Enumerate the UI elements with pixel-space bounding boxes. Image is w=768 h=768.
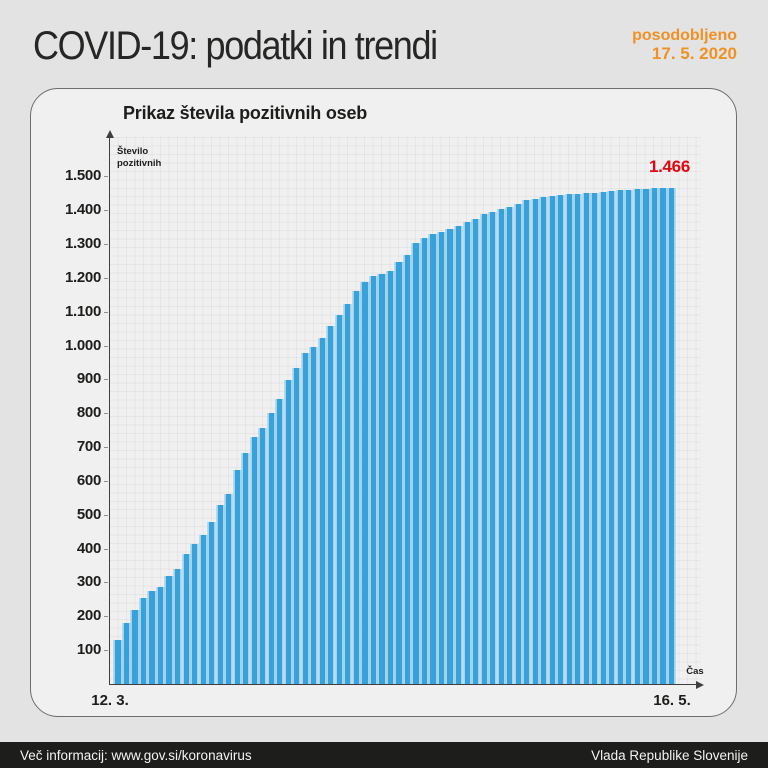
footer-bar: Več informacij: www.gov.si/koronavirus V… — [0, 742, 768, 768]
updated-date: 17. 5. 2020 — [651, 44, 737, 63]
chart-panel — [30, 88, 737, 717]
page-title: COVID-19: podatki in trendi — [33, 24, 438, 68]
footer-government-label: Vlada Republike Slovenije — [591, 747, 748, 763]
chart-title: Prikaz števila pozitivnih oseb — [123, 103, 368, 123]
updated-badge: posodobljeno 17. 5. 2020 — [632, 27, 737, 63]
footer-info-link: Več informacij: www.gov.si/koronavirus — [20, 747, 252, 763]
updated-label: posodobljeno — [632, 27, 737, 44]
